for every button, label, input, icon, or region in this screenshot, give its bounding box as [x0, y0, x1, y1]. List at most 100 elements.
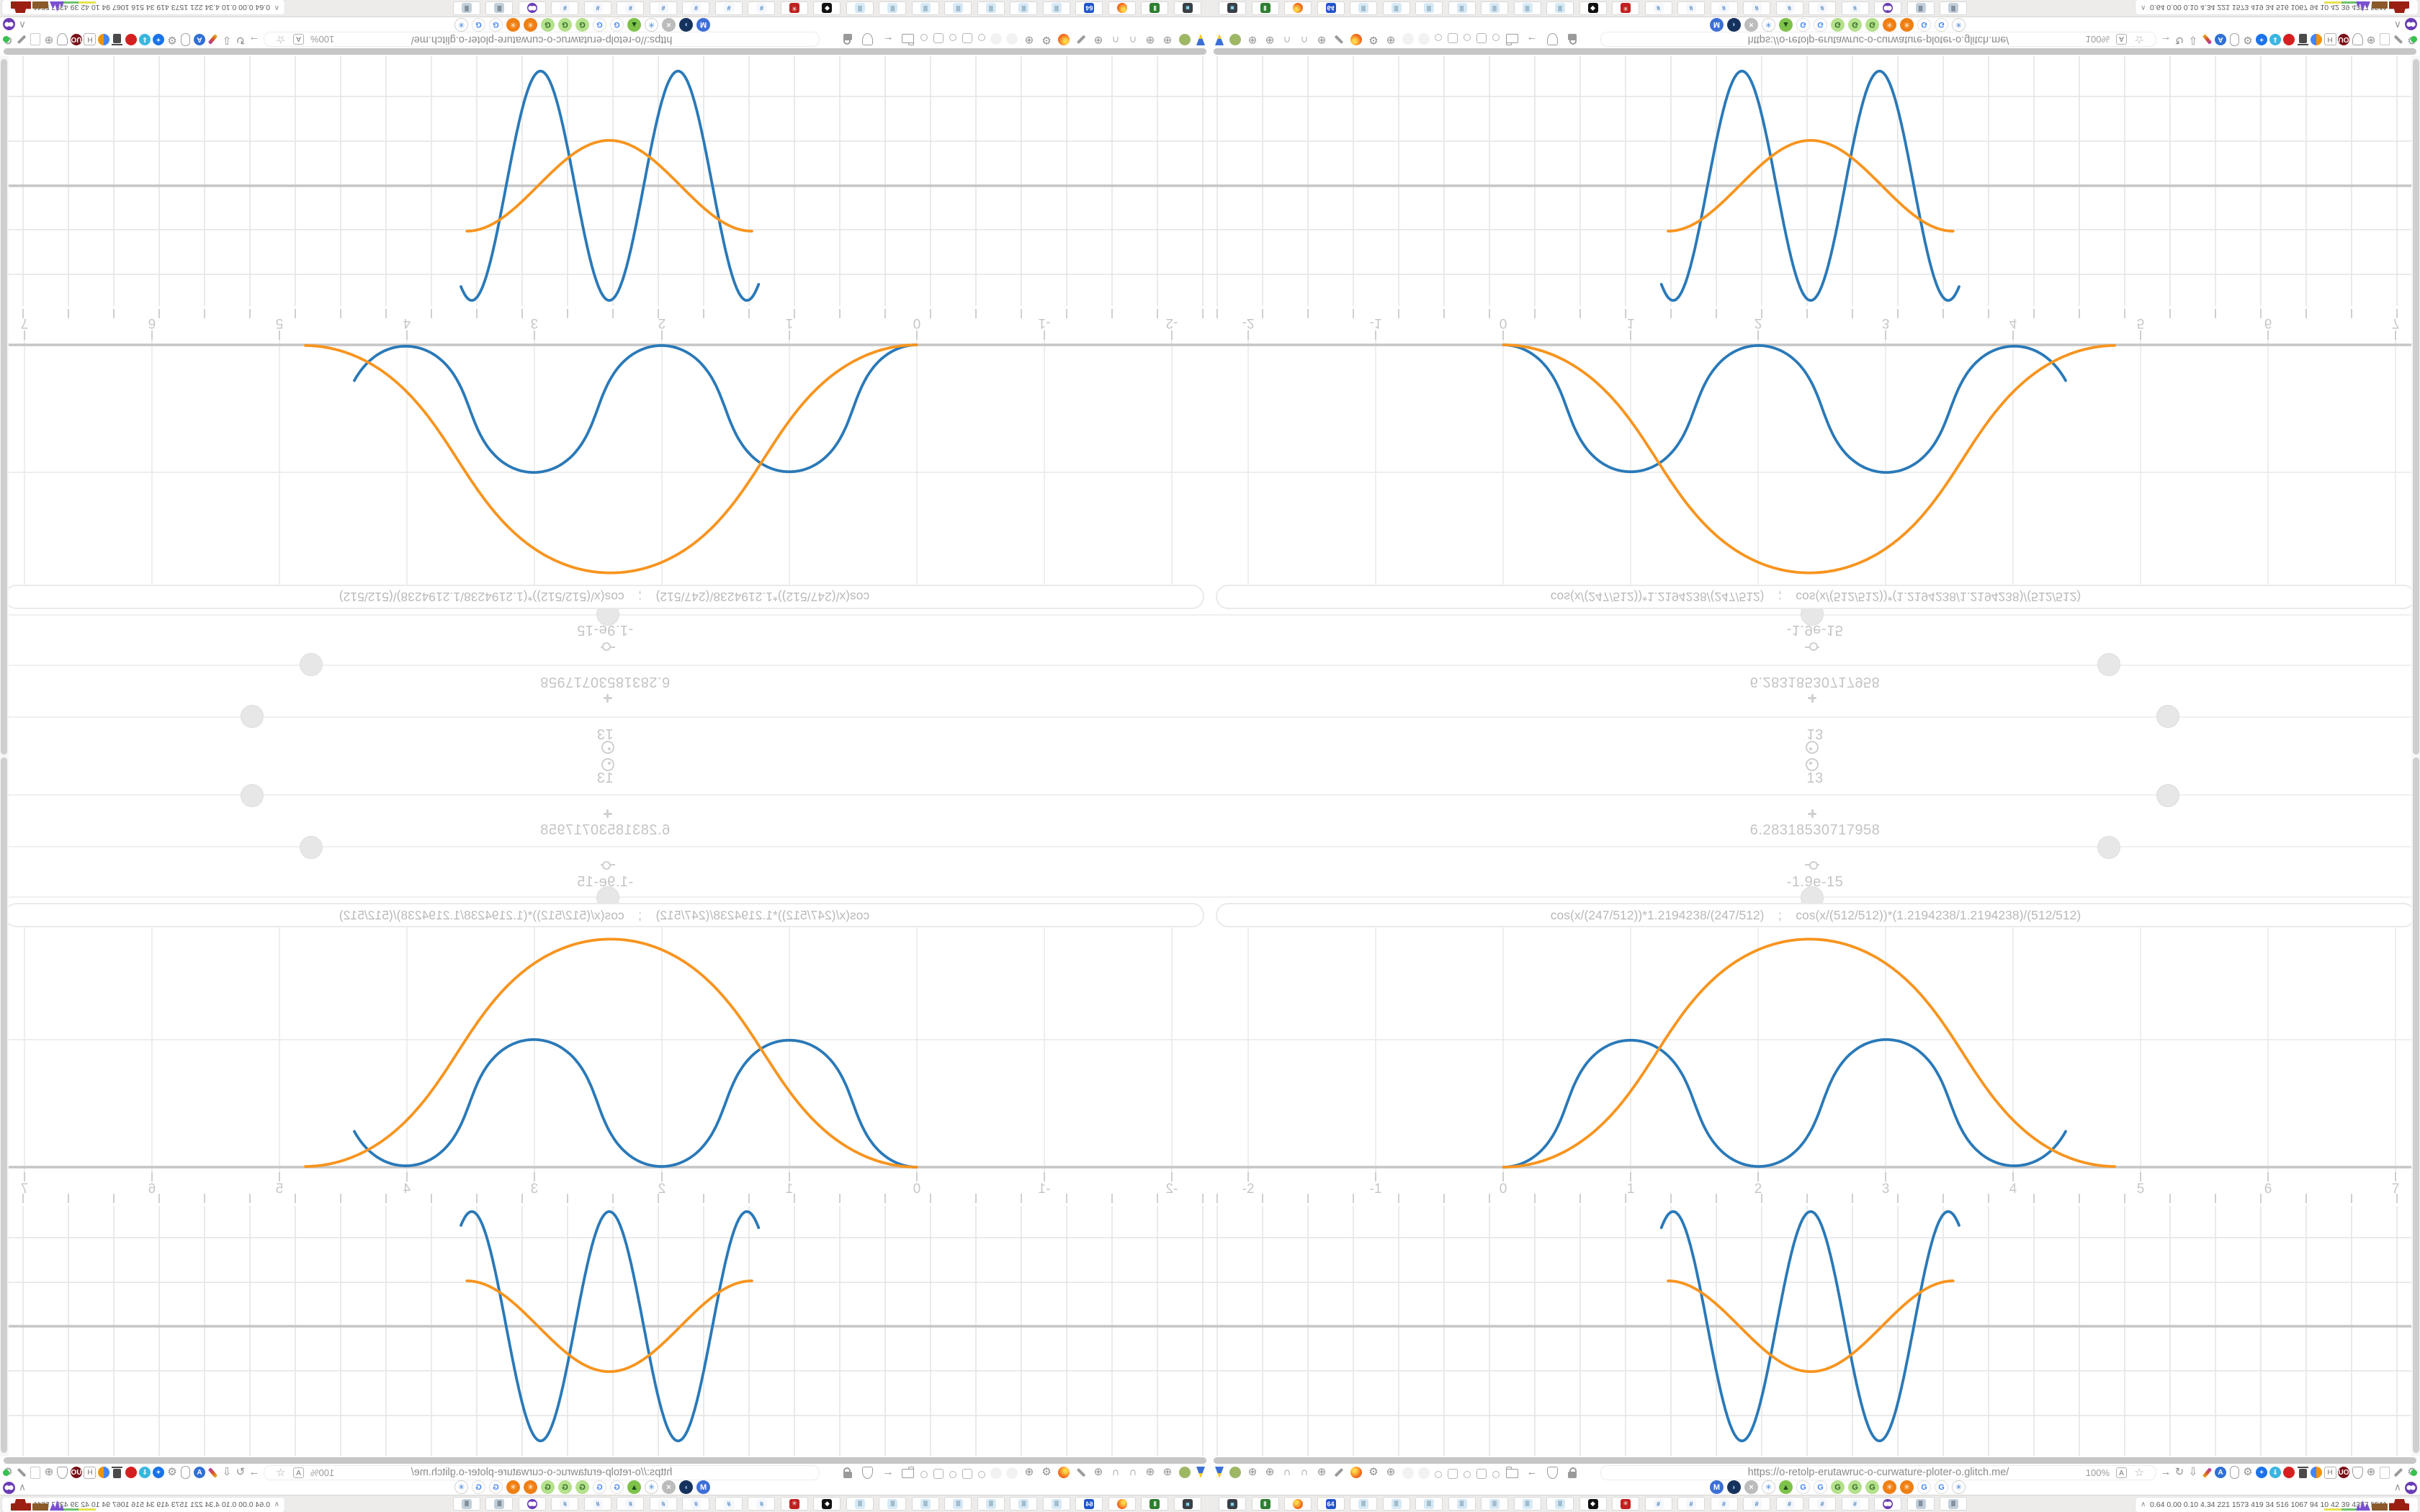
- taskbar-notepad[interactable]: ≣: [977, 1497, 1005, 1511]
- google-favicon[interactable]: G: [1796, 18, 1810, 32]
- slider-track[interactable]: [1210, 846, 2420, 847]
- forward-arrow-icon[interactable]: →: [2160, 34, 2172, 46]
- ghost-icon[interactable]: [1417, 33, 1430, 46]
- box-icon[interactable]: [1475, 33, 1488, 46]
- chevron-up-icon[interactable]: ∧: [18, 19, 27, 31]
- globe-icon[interactable]: ⊕: [1265, 34, 1275, 46]
- wrench-icon[interactable]: [15, 1466, 28, 1479]
- google-favicon[interactable]: G: [593, 1480, 606, 1494]
- taskbar-firefox[interactable]: [1108, 1, 1136, 15]
- move-icon[interactable]: [1805, 808, 1819, 821]
- google-green-favicon[interactable]: G: [575, 1480, 589, 1494]
- vertical-scrollbar[interactable]: [2411, 56, 2420, 756]
- moon-favicon[interactable]: ◗: [679, 1480, 693, 1494]
- google-favicon[interactable]: G: [610, 1480, 624, 1494]
- taskbar-firefox[interactable]: [1108, 1497, 1136, 1511]
- taskbar-calc[interactable]: #: [551, 1497, 579, 1511]
- box-icon[interactable]: [1446, 33, 1459, 46]
- gear-flower-favicon[interactable]: ✳: [645, 1480, 658, 1494]
- download-icon[interactable]: ⇩: [222, 34, 232, 46]
- gear-orange-favicon[interactable]: ✳: [1900, 1480, 1914, 1494]
- moon-favicon[interactable]: ◗: [1727, 1480, 1741, 1494]
- back-arrow-icon[interactable]: ←: [882, 1466, 894, 1478]
- download-icon[interactable]: ⇩: [222, 1466, 232, 1478]
- marker-icon[interactable]: [207, 33, 220, 46]
- ublock-icon[interactable]: UO: [2337, 1466, 2350, 1479]
- shield-icon[interactable]: [861, 1466, 874, 1479]
- ghost-icon[interactable]: [1402, 33, 1415, 46]
- radio-icon[interactable]: [946, 33, 959, 46]
- arc-icon[interactable]: ∩: [1129, 1466, 1137, 1478]
- google-favicon[interactable]: G: [489, 1480, 503, 1494]
- firefox-icon[interactable]: [1057, 33, 1070, 46]
- url-text[interactable]: https://o-retolp-erutawruc-o-curwature-p…: [411, 34, 673, 45]
- google-favicon[interactable]: G: [472, 1480, 485, 1494]
- taskbar-mask[interactable]: [519, 1, 546, 15]
- mesh-globe-icon[interactable]: ⊕: [2366, 34, 2376, 46]
- mail-favicon[interactable]: M: [1710, 18, 1724, 32]
- horizontal-scrollbar-thumb[interactable]: [1214, 1457, 2416, 1464]
- shield-icon[interactable]: [1546, 33, 1559, 46]
- reload-icon[interactable]: ↻: [236, 1466, 246, 1478]
- taskbar-notepad[interactable]: ≣: [977, 1, 1005, 15]
- ghost-icon[interactable]: [1005, 33, 1018, 46]
- mail-favicon[interactable]: M: [1710, 1480, 1724, 1494]
- mute-favicon[interactable]: ×: [662, 1480, 676, 1494]
- globe-icon[interactable]: ⊕: [1162, 1466, 1173, 1478]
- radio-icon[interactable]: [918, 33, 931, 46]
- taskbar-notepad[interactable]: ≣: [1010, 1497, 1038, 1511]
- radio-icon[interactable]: [1489, 1466, 1502, 1479]
- archive-icon[interactable]: H: [84, 1466, 97, 1479]
- box-icon[interactable]: [932, 1466, 945, 1479]
- ublock-icon[interactable]: UO: [2337, 33, 2350, 46]
- video-download-icon[interactable]: ⇓: [2269, 1466, 2282, 1479]
- web-translate-icon[interactable]: [2310, 1466, 2323, 1479]
- recorder-icon[interactable]: [125, 1466, 138, 1479]
- web-translate-icon[interactable]: [2310, 33, 2323, 46]
- system-monitor-widget[interactable]: ∧ 0.64 0.00 0.10 4.34 221 1573 419 34 51…: [2135, 1497, 2419, 1512]
- folder-icon[interactable]: [1505, 33, 1518, 46]
- mesh-globe-icon[interactable]: ⊕: [2366, 1466, 2376, 1478]
- taskbar-calc[interactable]: #: [715, 1, 743, 15]
- translate-blue-icon[interactable]: A: [193, 1466, 206, 1479]
- radio-icon[interactable]: [1432, 1466, 1445, 1479]
- taskbar-scroll[interactable]: ≣: [1940, 1497, 1967, 1511]
- plot-canvas[interactable]: -2 -1 0 1 2 3 4 5 6 7: [1210, 756, 2420, 1456]
- taskbar-calc[interactable]: #: [1677, 1, 1705, 15]
- gear-solid-icon[interactable]: ⚙: [2243, 34, 2253, 46]
- page-icon[interactable]: [29, 33, 42, 46]
- gear-icon[interactable]: ⚙: [1368, 1466, 1379, 1478]
- pin-icon[interactable]: [1194, 33, 1207, 46]
- forward-arrow-icon[interactable]: →: [248, 34, 260, 46]
- google-favicon[interactable]: G: [1917, 1480, 1931, 1494]
- gear-icon[interactable]: ⚙: [1041, 34, 1052, 46]
- radio-icon[interactable]: [946, 1466, 959, 1479]
- taskbar-monitor[interactable]: ■: [1174, 1, 1201, 15]
- taskbar-notepad[interactable]: ≣: [1481, 1, 1508, 15]
- taskbar-badge[interactable]: ✳: [1612, 1, 1639, 15]
- horizontal-scrollbar-thumb[interactable]: [4, 48, 1206, 55]
- taskbar-disk64[interactable]: 64: [1075, 1, 1103, 15]
- radio-icon[interactable]: [975, 33, 988, 46]
- google-green-favicon[interactable]: G: [1865, 1480, 1879, 1494]
- ublock-icon[interactable]: UO: [70, 1466, 83, 1479]
- taskbar-calc[interactable]: #: [551, 1, 579, 15]
- userscript-icon[interactable]: [1229, 1466, 1242, 1479]
- taskbar-calc[interactable]: #: [1775, 1497, 1803, 1511]
- taskbar-notepad[interactable]: ≣: [1382, 1, 1410, 15]
- firefox-icon[interactable]: [1350, 33, 1363, 46]
- reload-icon[interactable]: ↻: [236, 34, 246, 46]
- zoom-level-badge[interactable]: 100%: [310, 1467, 335, 1478]
- vertical-scrollbar-thumb[interactable]: [2412, 59, 2419, 755]
- taskbar-disk64[interactable]: 64: [1075, 1497, 1103, 1511]
- pin-icon[interactable]: [1213, 33, 1226, 46]
- horizontal-scrollbar[interactable]: [0, 48, 1210, 56]
- moon-favicon[interactable]: ◗: [1727, 18, 1741, 32]
- vertical-scrollbar[interactable]: [0, 56, 9, 756]
- gear-flower-favicon[interactable]: ✳: [645, 18, 658, 32]
- gear-orange-favicon[interactable]: ✳: [524, 18, 537, 32]
- vertical-scrollbar[interactable]: [2411, 756, 2420, 1456]
- google-green-favicon[interactable]: G: [1831, 18, 1845, 32]
- reload-icon[interactable]: ↻: [2174, 1466, 2184, 1478]
- folder-icon[interactable]: [1505, 1466, 1518, 1479]
